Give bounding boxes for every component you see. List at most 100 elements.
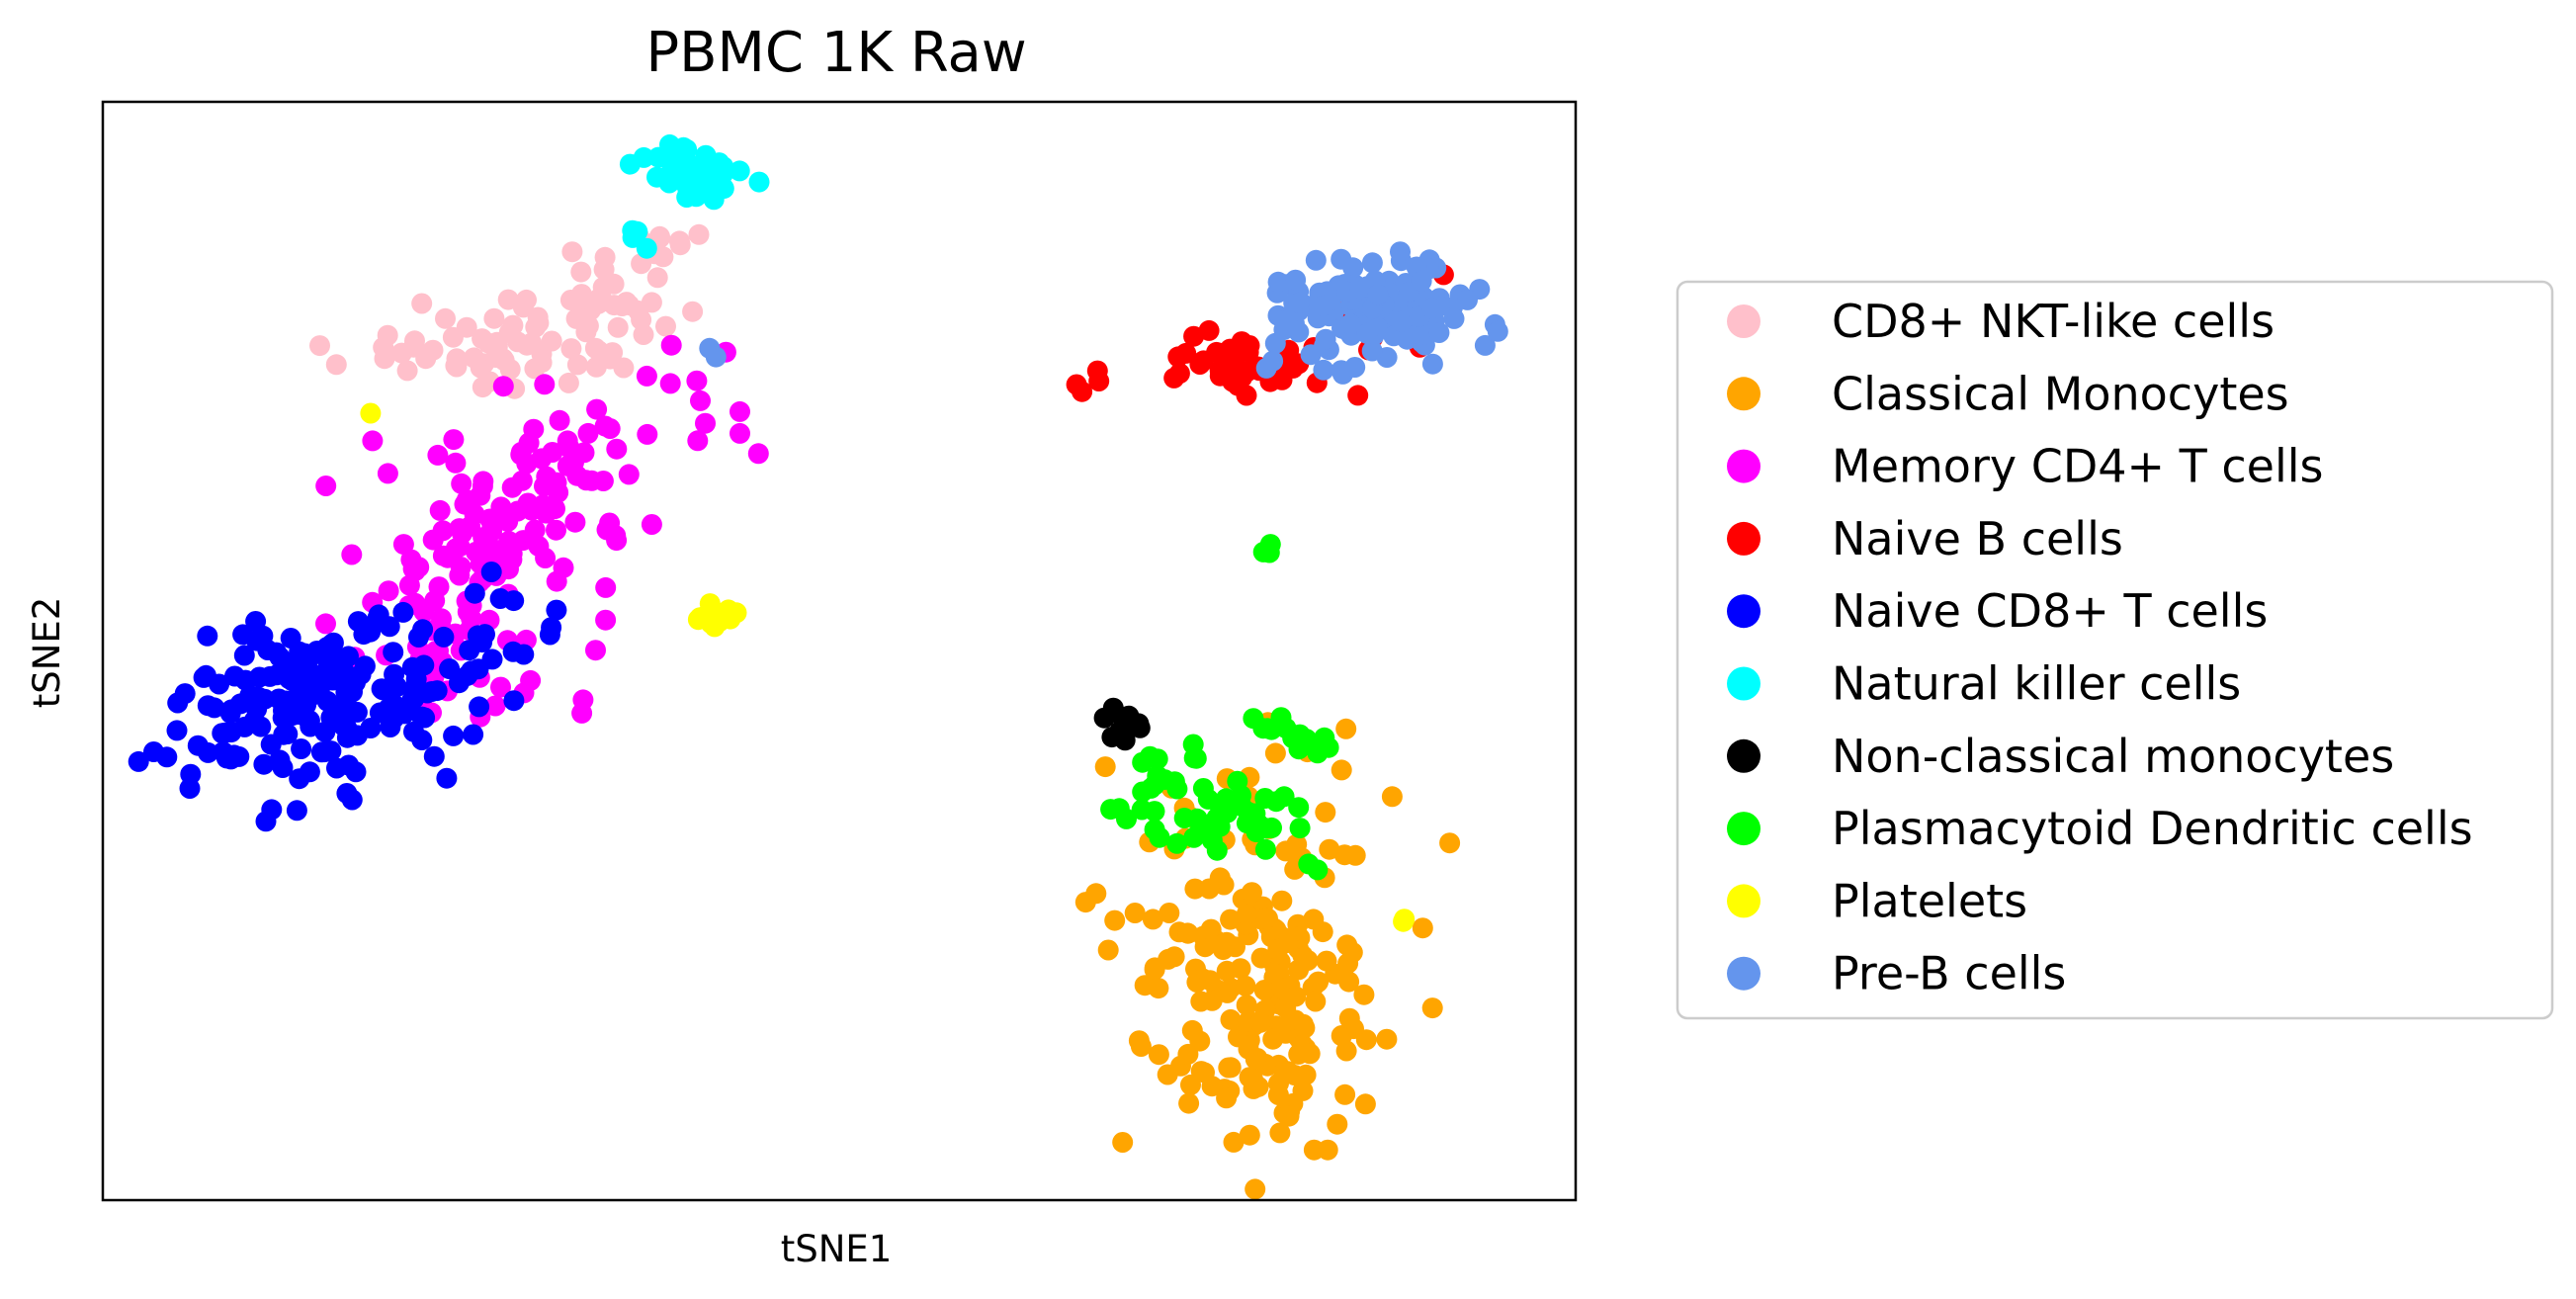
data-point	[1381, 786, 1403, 808]
data-point	[1101, 727, 1123, 748]
data-point	[546, 472, 567, 493]
data-point	[166, 720, 188, 741]
data-point	[233, 645, 255, 666]
data-point	[686, 370, 708, 391]
data-point	[1411, 270, 1432, 292]
data-point	[1258, 542, 1280, 563]
data-point	[362, 430, 384, 452]
data-point	[669, 234, 691, 256]
legend-label: Pre-B cells	[1832, 947, 2066, 1000]
data-point	[1342, 257, 1364, 279]
data-point	[403, 721, 424, 742]
legend-item: Naive CD8+ T cells	[1727, 584, 2268, 638]
data-point	[1285, 269, 1307, 291]
legend-marker	[1727, 738, 1760, 773]
data-point	[1148, 978, 1169, 999]
data-point	[730, 400, 750, 422]
data-point	[1210, 934, 1232, 956]
data-point	[563, 452, 584, 474]
data-point	[1112, 1132, 1134, 1153]
data-point	[253, 753, 275, 775]
data-point	[1223, 1131, 1245, 1153]
data-point	[1347, 385, 1369, 406]
plot-area-frame	[101, 100, 1578, 1202]
data-point	[405, 668, 427, 690]
data-point	[286, 800, 307, 822]
data-point	[606, 438, 628, 460]
data-point	[709, 152, 730, 174]
data-point	[636, 237, 657, 259]
data-point	[1267, 938, 1289, 960]
data-point	[414, 707, 436, 729]
data-point	[280, 628, 301, 649]
data-point	[1421, 997, 1443, 1019]
series-4-points	[128, 562, 567, 832]
data-point	[1273, 786, 1295, 808]
data-point	[446, 356, 468, 378]
data-point	[360, 402, 382, 424]
data-point	[619, 295, 640, 316]
series-7-points	[1100, 534, 1339, 881]
data-point	[528, 536, 550, 557]
data-point	[747, 443, 769, 465]
data-point	[497, 289, 519, 310]
data-point	[1344, 844, 1366, 866]
data-point	[1355, 1029, 1377, 1051]
data-point	[1267, 1084, 1289, 1105]
data-point	[1305, 991, 1327, 1012]
legend-marker	[1727, 449, 1760, 483]
data-point	[451, 473, 472, 494]
data-point	[472, 476, 493, 497]
legend-item: Memory CD4+ T cells	[1727, 440, 2324, 493]
data-point	[463, 724, 484, 745]
data-point	[1185, 747, 1207, 769]
data-point	[383, 642, 404, 663]
legend-item: CD8+ NKT-like cells	[1727, 295, 2275, 348]
data-point	[558, 372, 579, 393]
y-axis-label: tSNE2	[26, 597, 68, 709]
data-point	[1236, 995, 1257, 1016]
data-point	[560, 338, 582, 360]
legend-label: CD8+ NKT-like cells	[1832, 295, 2275, 348]
data-point	[1104, 909, 1126, 931]
data-point	[655, 315, 676, 337]
legend-label: Plasmacytoid Dendritic cells	[1832, 802, 2473, 855]
data-point	[586, 398, 608, 420]
data-point	[607, 316, 629, 338]
data-point	[1144, 819, 1165, 840]
data-point	[1338, 1007, 1360, 1029]
data-point	[1072, 381, 1093, 402]
data-point	[699, 593, 721, 615]
data-point	[1289, 818, 1311, 839]
x-axis-label: tSNE1	[781, 1228, 893, 1270]
data-point	[1230, 958, 1251, 980]
data-point	[1163, 946, 1185, 968]
data-point	[466, 541, 487, 563]
data-point	[232, 624, 254, 646]
data-point	[1269, 1122, 1291, 1144]
data-point	[660, 164, 682, 186]
data-point	[1097, 939, 1119, 961]
data-point	[310, 741, 332, 763]
data-point	[622, 219, 644, 241]
data-point	[1220, 338, 1241, 360]
data-point	[359, 618, 381, 639]
data-point	[595, 609, 617, 631]
data-point	[1085, 883, 1107, 905]
data-point	[1209, 867, 1231, 889]
data-point	[292, 668, 313, 690]
data-point	[541, 330, 562, 352]
data-point	[1288, 292, 1310, 313]
data-point	[1316, 950, 1337, 972]
data-point	[316, 690, 338, 712]
data-point	[618, 464, 640, 485]
data-point	[483, 307, 505, 329]
data-point	[337, 670, 359, 692]
data-point	[167, 692, 189, 714]
data-point	[1294, 1017, 1316, 1039]
data-point	[705, 346, 727, 368]
data-point	[531, 448, 553, 470]
data-point	[524, 358, 546, 380]
data-point	[257, 640, 279, 660]
legend-item: Classical Monocytes	[1727, 367, 2289, 420]
